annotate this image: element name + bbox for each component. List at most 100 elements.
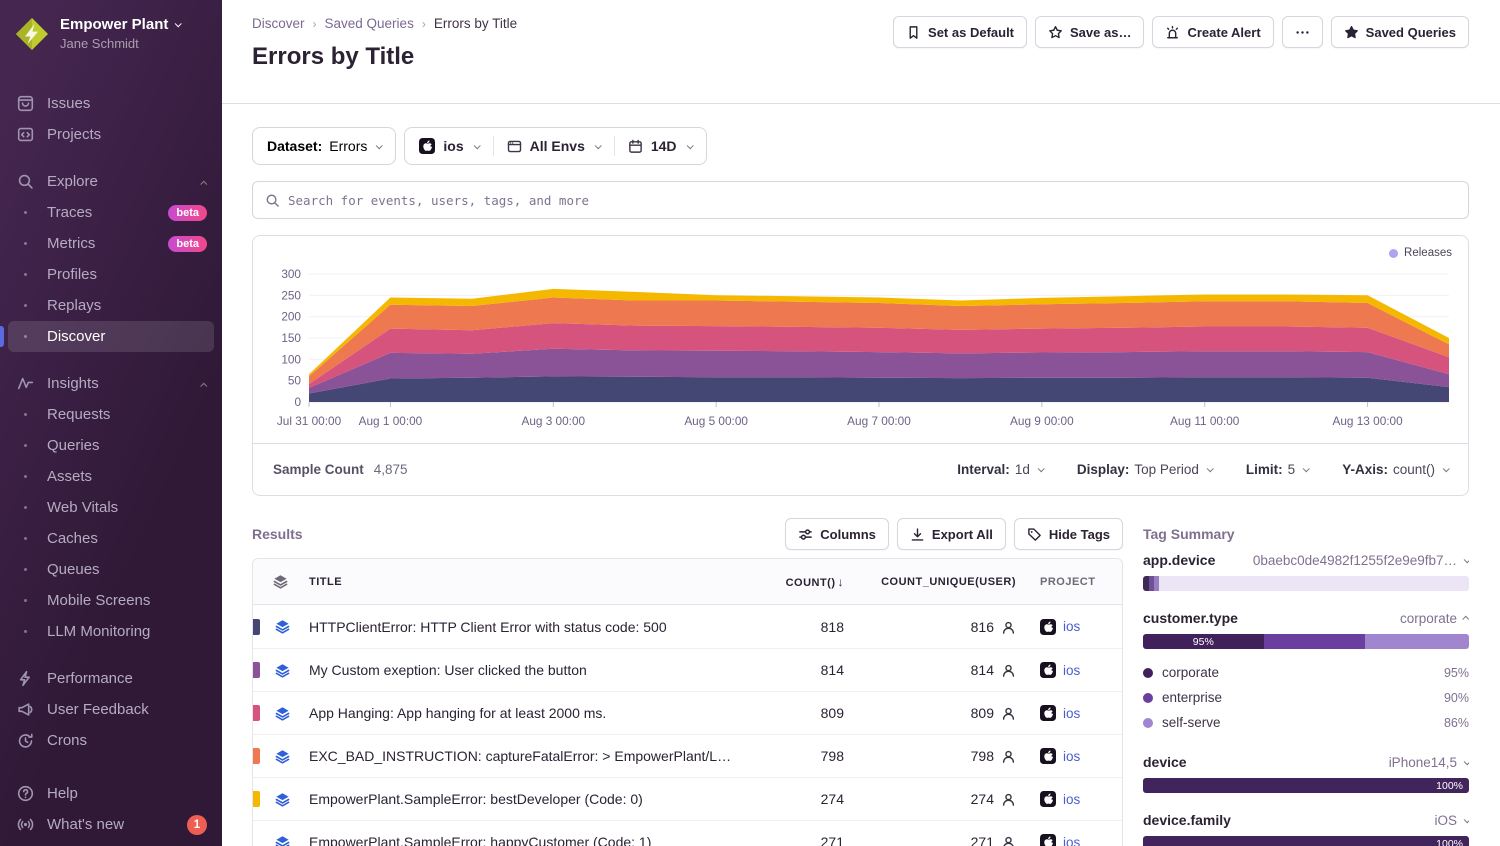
org-switcher[interactable]: Empower Plant Jane Schmidt xyxy=(0,16,222,52)
tag-bar-segment: 100% xyxy=(1143,778,1469,793)
limit-select[interactable]: Limit: 5 xyxy=(1246,462,1308,477)
sidebar-item-insights[interactable]: Insights xyxy=(8,368,214,399)
row-title[interactable]: App Hanging: App hanging for at least 20… xyxy=(307,705,744,721)
sidebar-item-profiles[interactable]: Profiles xyxy=(8,259,214,290)
save-as-button[interactable]: Save as… xyxy=(1035,16,1144,48)
sidebar-item-web-vitals[interactable]: Web Vitals xyxy=(8,492,214,523)
display-select[interactable]: Display: Top Period xyxy=(1077,462,1212,477)
sidebar-item-assets[interactable]: Assets xyxy=(8,461,214,492)
sidebar-item-requests[interactable]: Requests xyxy=(8,399,214,430)
sidebar-item-projects[interactable]: Projects xyxy=(8,119,214,150)
export-all-button[interactable]: Export All xyxy=(897,518,1006,550)
sidebar-item-label: Performance xyxy=(47,670,133,687)
table-row[interactable]: EXC_BAD_INSTRUCTION: captureFatalError: … xyxy=(253,734,1122,777)
user-icon xyxy=(1001,620,1016,635)
calendar-icon xyxy=(628,139,643,154)
chevron-down-icon xyxy=(1464,758,1469,765)
tag-value-toggle[interactable]: iOS xyxy=(1434,813,1469,828)
stacktrace-toggle[interactable] xyxy=(275,835,290,846)
stacktrace-toggle[interactable] xyxy=(275,663,290,678)
sidebar-item-queries[interactable]: Queries xyxy=(8,430,214,461)
table-row[interactable]: EmpowerPlant.SampleError: happyCustomer … xyxy=(253,820,1122,846)
sidebar-item-llm-monitoring[interactable]: LLM Monitoring xyxy=(8,616,214,647)
org-user: Jane Schmidt xyxy=(60,36,180,51)
row-title[interactable]: HTTPClientError: HTTP Client Error with … xyxy=(307,619,744,635)
stacktrace-toggle[interactable] xyxy=(275,749,290,764)
org-logo-icon xyxy=(14,16,50,52)
project-link[interactable]: ios xyxy=(1063,792,1080,807)
yaxis-select[interactable]: Y-Axis: count() xyxy=(1342,462,1448,477)
sidebar-item-metrics[interactable]: Metricsbeta xyxy=(8,228,214,259)
stacktrace-toggle[interactable] xyxy=(275,706,290,721)
sidebar-item-label: Queues xyxy=(47,561,100,578)
sidebar-item-traces[interactable]: Tracesbeta xyxy=(8,197,214,228)
sidebar-item-crons[interactable]: Crons xyxy=(8,725,214,756)
tag-bar-segment xyxy=(1159,576,1469,591)
sidebar-item-discover[interactable]: Discover xyxy=(8,321,214,352)
tag-value-toggle[interactable]: corporate xyxy=(1400,611,1469,626)
sidebar-item-label: Caches xyxy=(47,530,98,547)
project-link[interactable]: ios xyxy=(1063,706,1080,721)
sidebar-item-issues[interactable]: Issues xyxy=(8,88,214,119)
search-icon xyxy=(265,193,280,208)
row-title[interactable]: EXC_BAD_INSTRUCTION: captureFatalError: … xyxy=(307,748,744,764)
stacktrace-toggle[interactable] xyxy=(275,619,290,634)
sidebar-item-mobile-screens[interactable]: Mobile Screens xyxy=(8,585,214,616)
sliders-icon-wrap xyxy=(798,527,813,542)
help-icon-wrap xyxy=(15,785,35,802)
row-title[interactable]: EmpowerPlant.SampleError: happyCustomer … xyxy=(307,834,744,846)
table-row[interactable]: My Custom exeption: User clicked the but… xyxy=(253,648,1122,691)
column-header-project[interactable]: PROJECT xyxy=(1026,576,1122,588)
button-label: Save as… xyxy=(1070,25,1131,40)
project-filter[interactable]: ios xyxy=(405,128,492,164)
row-title[interactable]: EmpowerPlant.SampleError: bestDeveloper … xyxy=(307,791,744,807)
environment-filter[interactable]: All Envs xyxy=(493,128,614,164)
row-unique-value: 809 xyxy=(971,705,994,721)
column-header-count-unique[interactable]: COUNT_UNIQUE(USER) xyxy=(854,576,1026,588)
sidebar-item-explore[interactable]: Explore xyxy=(8,166,214,197)
table-row[interactable]: App Hanging: App hanging for at least 20… xyxy=(253,691,1122,734)
search-icon-wrap xyxy=(15,173,35,190)
search-input[interactable] xyxy=(288,193,1456,208)
create-alert-button[interactable]: Create Alert xyxy=(1152,16,1273,48)
tag-value-toggle[interactable]: iPhone14,5 xyxy=(1389,755,1469,770)
tag-distribution-bar: 100% xyxy=(1143,778,1469,793)
set-as-default-button[interactable]: Set as Default xyxy=(893,16,1027,48)
sidebar-item-caches[interactable]: Caches xyxy=(8,523,214,554)
row-unique-value: 814 xyxy=(971,662,994,678)
sidebar-item-replays[interactable]: Replays xyxy=(8,290,214,321)
table-row[interactable]: EmpowerPlant.SampleError: bestDeveloper … xyxy=(253,777,1122,820)
project-link[interactable]: ios xyxy=(1063,663,1080,678)
project-link[interactable]: ios xyxy=(1063,619,1080,634)
saved-queries-button[interactable]: Saved Queries xyxy=(1331,16,1469,48)
hide-tags-button[interactable]: Hide Tags xyxy=(1014,518,1123,550)
sidebar-item-what-s-new[interactable]: What's new1 xyxy=(8,809,214,840)
project-link[interactable]: ios xyxy=(1063,835,1080,846)
row-title[interactable]: My Custom exeption: User clicked the but… xyxy=(307,662,744,678)
dataset-filter[interactable]: Dataset: Errors xyxy=(252,127,396,165)
row-icon-cell xyxy=(253,619,307,635)
tag-bar-segment xyxy=(1365,634,1469,649)
sidebar-item-queues[interactable]: Queues xyxy=(8,554,214,585)
more-options-button[interactable] xyxy=(1282,16,1323,48)
page-filter-group: ios All Envs 14D xyxy=(404,127,706,165)
table-row[interactable]: HTTPClientError: HTTP Client Error with … xyxy=(253,605,1122,648)
environment-icon xyxy=(507,139,522,154)
interval-select[interactable]: Interval: 1d xyxy=(957,462,1043,477)
chart-legend[interactable]: Releases xyxy=(1389,247,1452,259)
sidebar-item-help[interactable]: Help xyxy=(8,778,214,809)
column-header-title[interactable]: TITLE xyxy=(307,576,744,588)
columns-button[interactable]: Columns xyxy=(785,518,889,550)
tag-value-toggle[interactable]: 0baebc0de4982f1255f2e9e9fb7… xyxy=(1253,553,1469,568)
sidebar-item-label: Discover xyxy=(47,328,105,345)
breadcrumb-link[interactable]: Saved Queries xyxy=(325,16,414,31)
date-range-filter[interactable]: 14D xyxy=(614,128,706,164)
project-link[interactable]: ios xyxy=(1063,749,1080,764)
sidebar-item-performance[interactable]: Performance xyxy=(8,663,214,694)
stacktrace-toggle[interactable] xyxy=(275,792,290,807)
breadcrumb-link[interactable]: Discover xyxy=(252,16,305,31)
sidebar-item-user-feedback[interactable]: User Feedback xyxy=(8,694,214,725)
collapse-button[interactable]: Collapse xyxy=(8,840,214,846)
bullet-icon xyxy=(15,273,35,276)
column-header-count[interactable]: COUNT()↓ xyxy=(744,575,854,589)
